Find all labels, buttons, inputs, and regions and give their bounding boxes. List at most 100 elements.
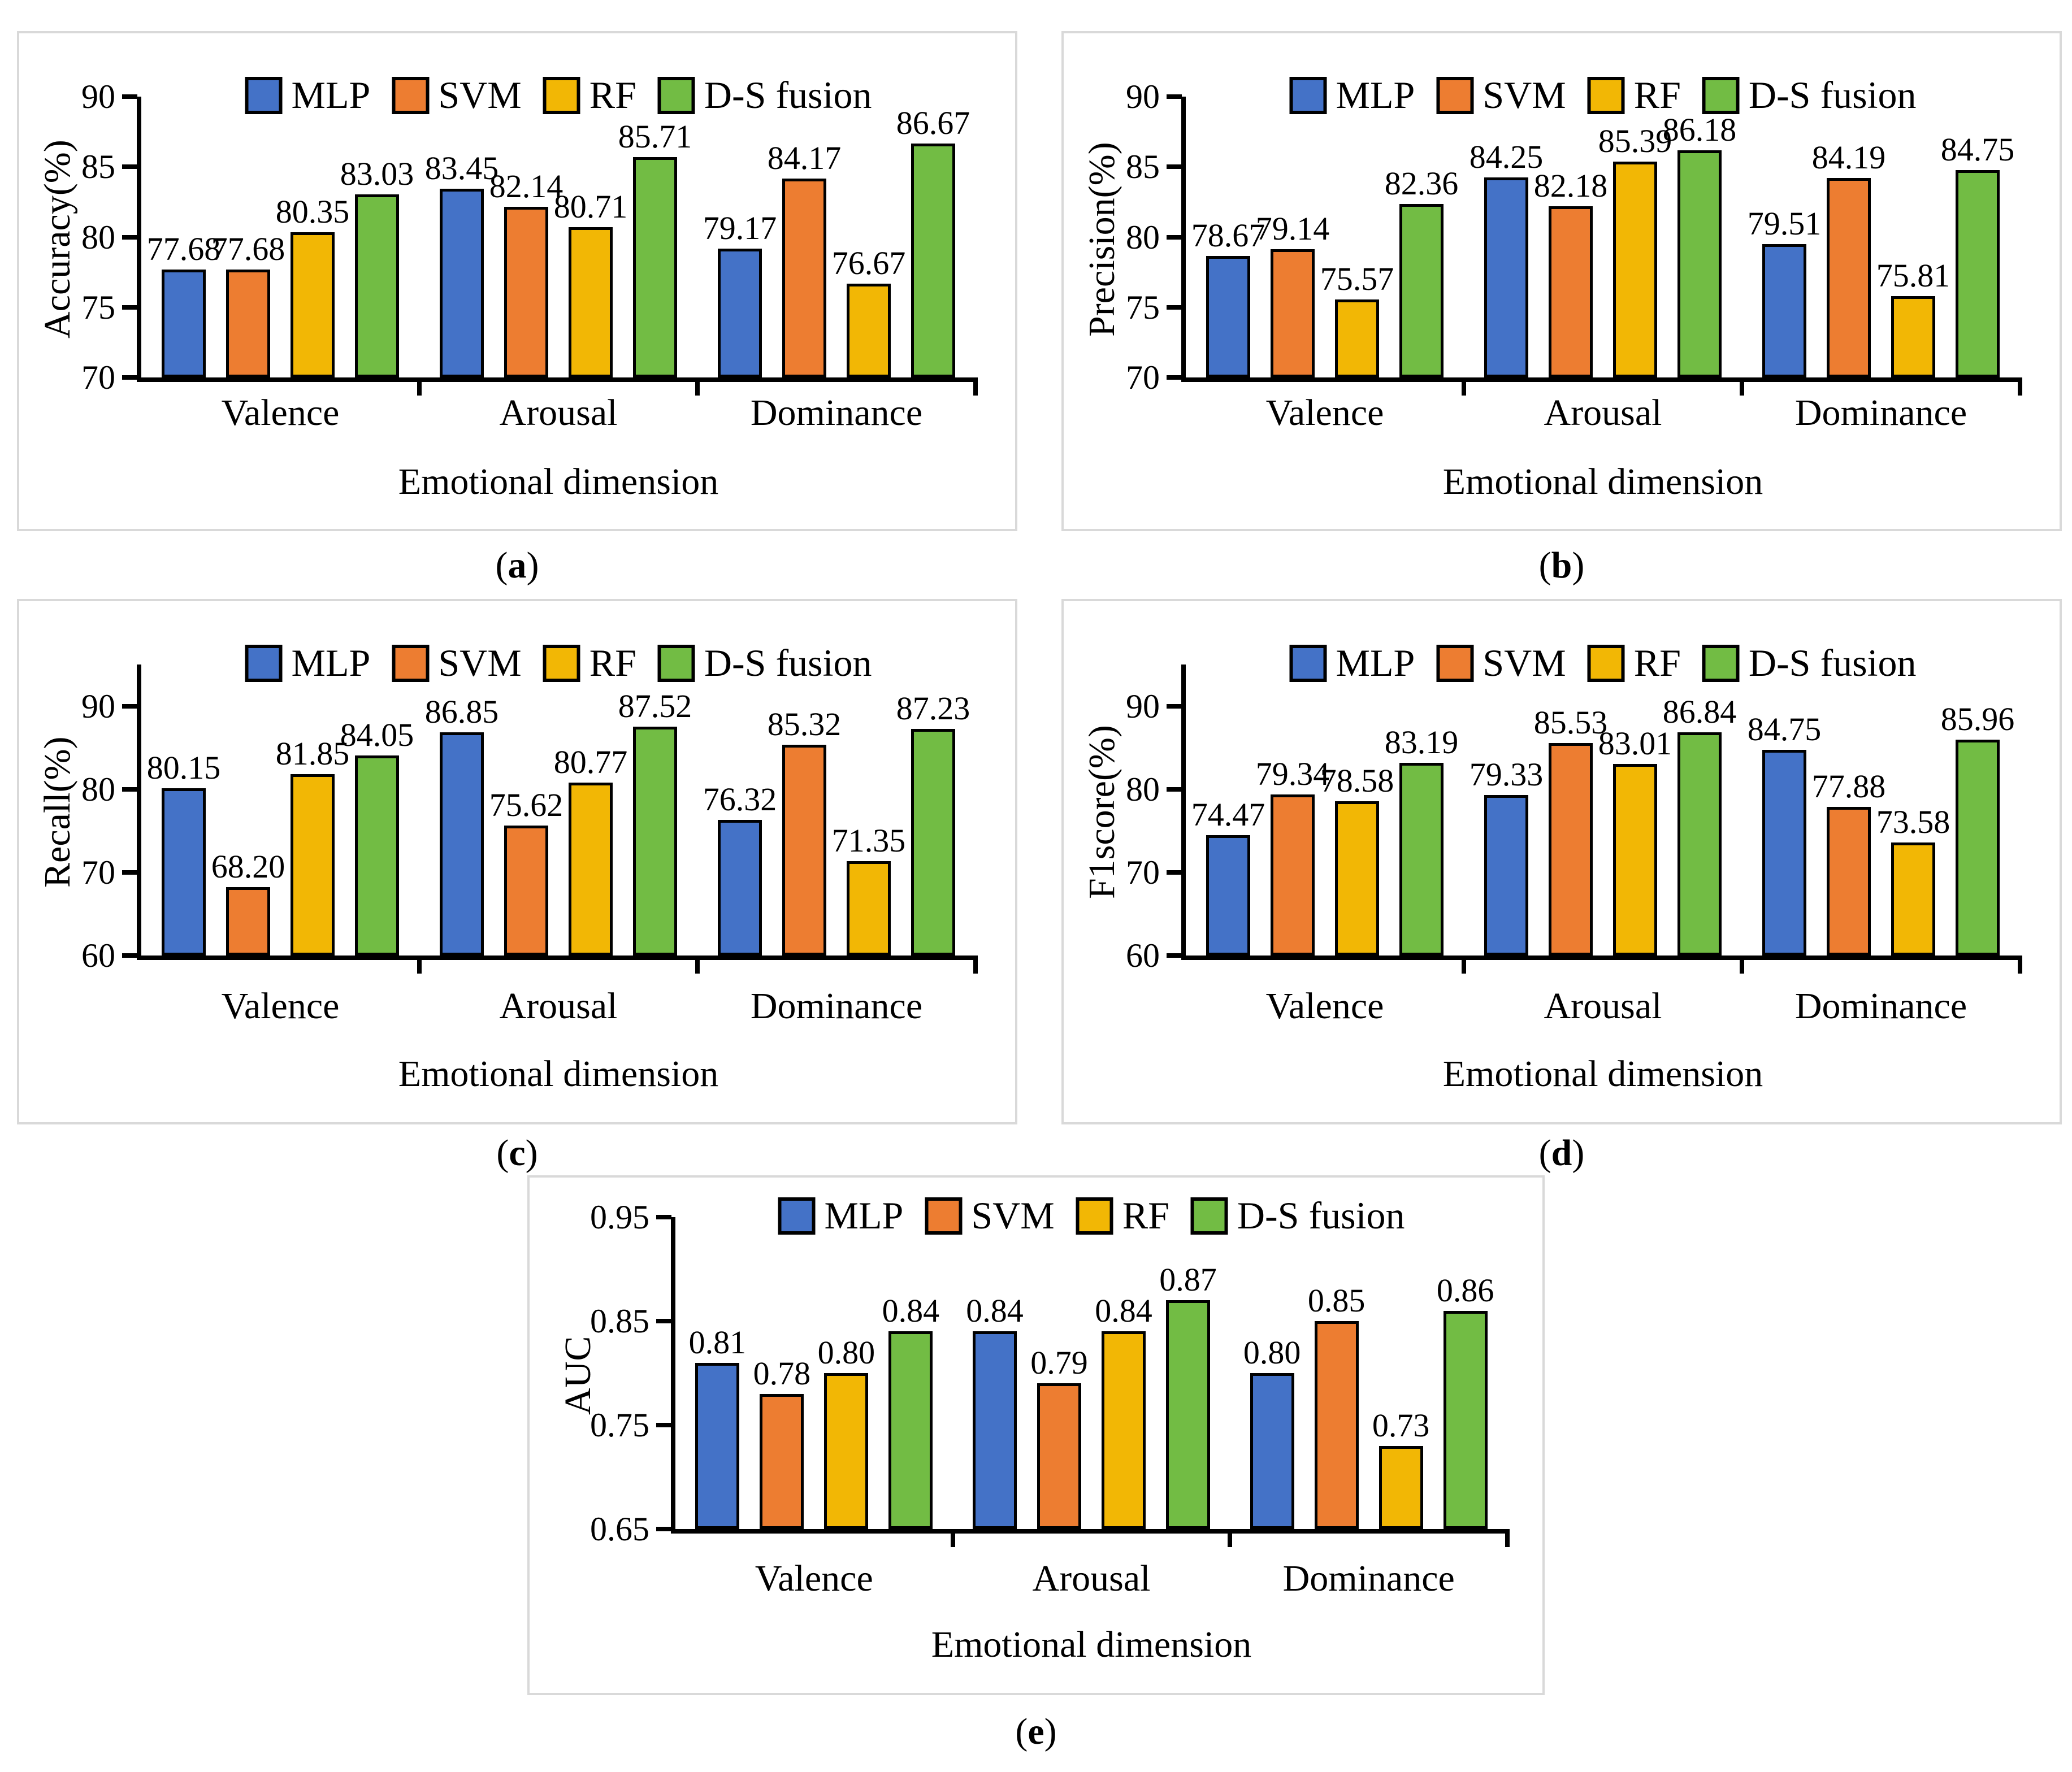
legend-item-D-S-fusion: D-S fusion xyxy=(657,73,872,118)
x-tick xyxy=(695,377,700,396)
bar-value-label: 77.68 xyxy=(146,231,221,268)
x-axis-title: Emotional dimension xyxy=(931,1624,1252,1665)
bar-wrap: 75.62 xyxy=(489,664,563,956)
bar-SVM-Valence: 77.68 xyxy=(211,233,285,377)
y-tick-label: 75 xyxy=(1126,288,1160,326)
y-tick xyxy=(656,1527,671,1531)
legend-swatch-RF-icon xyxy=(1587,644,1625,682)
chart-panel-b: Precision(%) Emotional dimension 70 75 80 8… xyxy=(1061,31,2062,531)
bar-wrap: 80.15 xyxy=(147,664,220,956)
legend: MLP SVM RF D-S fusion xyxy=(245,641,872,685)
bar-MLP-Arousal: 79.33 xyxy=(1470,758,1543,956)
y-tick xyxy=(122,94,137,99)
bar-value-label: 75.81 xyxy=(1876,257,1950,294)
bar-value-label: 85.71 xyxy=(618,118,692,155)
bar-value-label: 81.85 xyxy=(275,735,350,772)
bar-value-label: 85.96 xyxy=(1940,701,2015,738)
chart-panel-e: AUC Emotional dimension 0.65 0.75 0.85 0.95… xyxy=(527,1175,1545,1695)
legend-label: RF xyxy=(1633,73,1681,116)
bar-group-Arousal: 0.84 0.79 0.84 0.87 xyxy=(953,1217,1230,1529)
y-tick-label: 0.95 xyxy=(590,1198,649,1236)
bar-value-label: 79.17 xyxy=(703,210,777,247)
legend-label: D-S fusion xyxy=(1237,1194,1405,1237)
bar-value-label: 84.25 xyxy=(1469,138,1544,175)
panel-caption-e: (e) xyxy=(1015,1711,1057,1752)
legend-label: SVM xyxy=(1483,73,1566,116)
y-tick-label: 85 xyxy=(1126,148,1160,186)
x-tick xyxy=(1740,956,1744,974)
bar-group-Arousal: 84.25 82.18 85.39 86.18 xyxy=(1464,97,1742,377)
bar-value-label: 0.80 xyxy=(1243,1334,1301,1371)
bar-D-S-fusion-Valence: 82.36 xyxy=(1385,167,1458,377)
bar-wrap: 0.80 xyxy=(1243,1217,1301,1529)
bar-MLP-Arousal: 83.45 xyxy=(425,151,499,377)
y-tick xyxy=(656,1215,671,1219)
bar-group-Valence: 74.47 79.34 78.58 83.19 xyxy=(1186,664,1464,956)
bar-RF-Valence: 81.85 xyxy=(276,737,349,956)
bar-D-S-fusion-Valence: 83.19 xyxy=(1385,726,1458,956)
bar-wrap: 80.35 xyxy=(276,97,349,377)
bar-group-Dominance: 76.32 85.32 71.35 87.23 xyxy=(697,664,976,956)
bar-SVM-Arousal: 82.18 xyxy=(1534,170,1607,377)
bar-wrap: 78.67 xyxy=(1191,97,1265,377)
y-tick xyxy=(1167,234,1182,240)
bar-value-label: 85.53 xyxy=(1533,704,1608,741)
legend-item-SVM: SVM xyxy=(925,1193,1055,1238)
legend-label: SVM xyxy=(1483,641,1566,684)
bar-wrap: 79.14 xyxy=(1256,97,1329,377)
bar-wrap: 87.52 xyxy=(618,664,692,956)
bar-wrap: 83.01 xyxy=(1598,664,1672,956)
x-tick xyxy=(973,956,978,974)
bar-value-label: 85.32 xyxy=(767,706,842,743)
bar-value-label: 86.18 xyxy=(1662,111,1737,148)
legend: MLP SVM RF D-S fusion xyxy=(245,73,872,118)
bar-wrap: 84.25 xyxy=(1470,97,1543,377)
legend-label: MLP xyxy=(291,73,371,116)
bar-value-label: 76.32 xyxy=(703,780,777,818)
bar-value-label: 75.62 xyxy=(489,787,563,824)
bar-SVM-Arousal: 82.14 xyxy=(489,170,563,377)
plot-area: Emotional dimension 70 75 80 85 90 MLP SVM RF D-… xyxy=(81,73,978,501)
bar-wrap: 75.81 xyxy=(1876,97,1950,377)
bar-wrap: 86.84 xyxy=(1663,664,1736,956)
bar-wrap: 76.32 xyxy=(703,664,777,956)
y-tick-label: 80 xyxy=(1126,770,1160,808)
y-tick-label: 90 xyxy=(81,687,115,725)
legend-swatch-RF-icon xyxy=(543,76,580,114)
legend-item-RF: RF xyxy=(1587,641,1681,685)
bar-wrap: 85.96 xyxy=(1941,664,2014,956)
bar-groups: 0.81 0.78 0.80 0.84 0.84 0.79 0.84 0.87 0.80 0.85… xyxy=(675,1217,1507,1529)
y-tick xyxy=(122,953,137,958)
legend-swatch-SVM-icon xyxy=(1436,644,1474,682)
plot-area: Emotional dimension 60 70 80 90 MLP SVM RF D-S … xyxy=(81,641,978,1093)
y-tick xyxy=(122,164,137,170)
bar-wrap: 85.32 xyxy=(768,664,841,956)
legend-label: RF xyxy=(589,73,636,116)
legend-label: MLP xyxy=(1336,641,1415,684)
bar-wrap: 0.86 xyxy=(1437,1217,1494,1529)
legend-item-RF: RF xyxy=(543,73,636,118)
bar-value-label: 79.33 xyxy=(1469,755,1544,793)
legend: MLP SVM RF D-S fusion xyxy=(778,1193,1405,1238)
legend-label: RF xyxy=(589,641,636,684)
bar-wrap: 83.03 xyxy=(340,97,414,377)
y-tick-label: 0.75 xyxy=(590,1406,649,1444)
x-axis-title: Emotional dimension xyxy=(1442,1053,1763,1095)
bar-SVM-Dominance: 77.88 xyxy=(1812,770,1885,956)
bar-wrap: 0.81 xyxy=(689,1217,746,1529)
bar-value-label: 80.35 xyxy=(275,193,350,230)
bar-wrap: 0.73 xyxy=(1372,1217,1429,1529)
category-label-Dominance: Dominance xyxy=(1794,392,1967,433)
bar-wrap: 0.84 xyxy=(882,1217,939,1529)
y-tick-label: 70 xyxy=(1126,853,1160,891)
category-label-Dominance: Dominance xyxy=(1794,985,1967,1027)
y-tick-label: 70 xyxy=(81,359,115,396)
category-labels: Valence Arousal Dominance xyxy=(1186,988,2020,1025)
y-tick xyxy=(122,305,137,310)
bar-D-S-fusion-Arousal: 85.71 xyxy=(618,120,692,377)
bar-value-label: 86.84 xyxy=(1662,693,1737,731)
bar-groups: 78.67 79.14 75.57 82.36 84.25 82.18 85.39 86.18… xyxy=(1186,97,2020,377)
category-label-Valence: Valence xyxy=(1265,392,1384,433)
legend-item-SVM: SVM xyxy=(1436,73,1566,118)
bar-MLP-Valence: 77.68 xyxy=(147,233,220,377)
